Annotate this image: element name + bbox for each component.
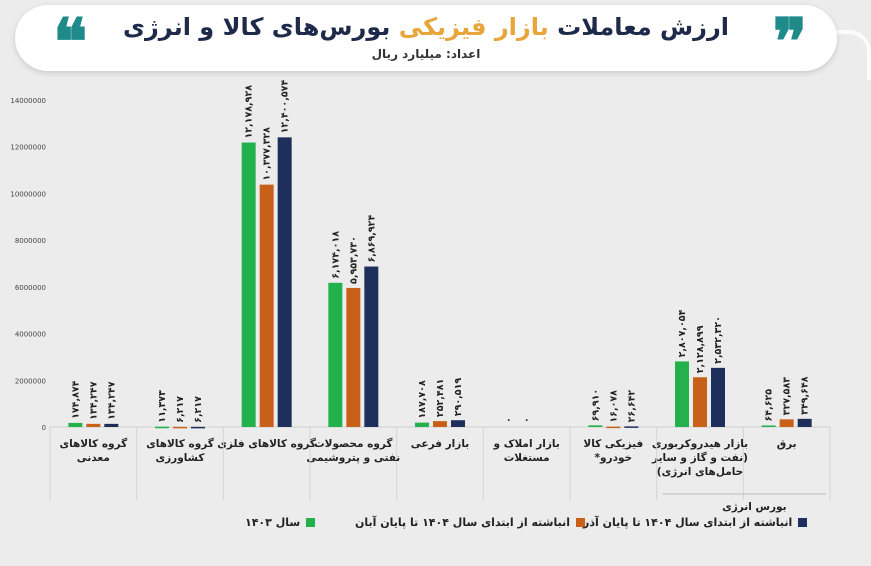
- title-banner: ارزش معاملات بازار فیزیکی بورس‌های کالا …: [15, 5, 837, 75]
- bar: [606, 426, 621, 429]
- data-label: ۳۴۹,۶۴۸: [800, 376, 811, 415]
- unit-label: اعداد: میلیارد ریال: [371, 47, 481, 61]
- data-label: ۱۷۴,۸۷۴: [70, 380, 81, 419]
- y-tick-label: 2000000: [15, 377, 46, 385]
- bar: [191, 426, 205, 429]
- category-label: گروه کالاهای: [59, 437, 128, 450]
- title-part-1: ارزش معاملات: [557, 13, 730, 41]
- legend-swatch-aban: [575, 518, 585, 527]
- y-tick-label: 10000000: [10, 190, 46, 198]
- data-label: ۱۲,۱۷۸,۹۲۸: [244, 85, 255, 139]
- y-tick-label: 4000000: [15, 331, 46, 339]
- data-label: ۶۹,۹۱۰: [590, 389, 601, 422]
- y-tick-label: 12000000: [10, 144, 46, 152]
- category-label: گروه کالاهای: [146, 437, 215, 450]
- bar: [693, 377, 707, 427]
- data-label: ۵,۹۵۳,۷۳۰: [348, 236, 359, 284]
- category-label: (نفت و گاز و سایر: [651, 451, 748, 464]
- category-label: کشاورزی: [156, 452, 206, 464]
- legend-swatch-azar: [798, 518, 808, 527]
- legend-swatch-1403: [306, 518, 316, 527]
- bar: [259, 184, 274, 427]
- category-label: گروه کالاهای فلزی: [217, 437, 317, 450]
- data-label: ۲,۱۲۸,۸۹۹: [695, 325, 706, 373]
- category-label: فیزیکی کالا: [583, 438, 643, 450]
- bar: [624, 426, 639, 428]
- bar: [797, 418, 812, 427]
- group-label: بورس انرژی: [722, 501, 787, 513]
- corner-decoration: [807, 30, 871, 80]
- category-label: گروه محصولات: [314, 437, 393, 450]
- data-label: ۲۵۲,۴۸۱: [435, 379, 446, 417]
- bar: [779, 419, 794, 427]
- category-label: مستغلات: [504, 452, 550, 464]
- title-part-2: بورس‌های کالا و انرژی: [122, 13, 391, 41]
- bar: [346, 287, 361, 427]
- bar: [68, 422, 83, 427]
- data-label: ۲۶,۶۴۲: [626, 390, 637, 423]
- quote-close-icon: ❝: [53, 5, 88, 80]
- data-label: ۶,۲۱۷: [193, 396, 204, 423]
- legend-label-azar: انباشته از ابتدای سال ۱۴۰۴ تا پایان آذر: [583, 516, 793, 529]
- quote-open-icon: ❞: [772, 5, 807, 80]
- data-label: ۲۹۰,۵۱۹: [453, 378, 464, 417]
- bar: [675, 361, 689, 427]
- bar: [86, 423, 101, 427]
- legend-label-1403: سال ۱۴۰۳: [245, 516, 301, 529]
- data-label: ۰: [522, 417, 533, 423]
- bar: [761, 425, 776, 427]
- bar: [451, 420, 465, 427]
- bar: [588, 425, 603, 427]
- bar: [104, 423, 119, 427]
- data-label: ۲,۸۰۷,۰۵۴: [677, 309, 688, 357]
- y-tick-label: 0: [42, 424, 46, 432]
- legend-item-aban: انباشته از ابتدای سال ۱۴۰۴ تا پایان آبان: [355, 516, 585, 529]
- data-label: ۱۶,۰۷۸: [608, 390, 619, 423]
- bar: [155, 426, 169, 429]
- bar: [328, 282, 343, 427]
- category-label: بازار املاک و: [493, 438, 560, 450]
- category-label: معدنی: [77, 452, 110, 464]
- bar: [173, 426, 187, 429]
- category-label: برق: [777, 438, 797, 450]
- legend-item-azar: انباشته از ابتدای سال ۱۴۰۴ تا پایان آذر: [583, 516, 808, 529]
- y-tick-label: 6000000: [15, 284, 46, 292]
- data-label: ۱۰,۳۷۷,۳۲۸: [262, 127, 273, 181]
- bar: [711, 367, 725, 427]
- y-tick-label: 14000000: [10, 97, 46, 105]
- data-label: ۱۲,۴۰۰,۵۷۴: [280, 80, 291, 134]
- bar: [415, 422, 429, 427]
- category-label: بازار فرعی: [411, 438, 469, 450]
- bar: [433, 421, 447, 427]
- data-label: ۶,۸۶۹,۹۲۴: [366, 215, 377, 263]
- category-label: بازار هیدروکربوری: [652, 438, 748, 450]
- data-label: ۰: [504, 417, 515, 423]
- y-tick-label: 8000000: [15, 237, 46, 245]
- data-label: ۲,۵۳۲,۳۲۰: [713, 316, 724, 364]
- data-label: ۳۲۷,۵۸۳: [782, 377, 793, 416]
- data-label: ۶,۱۷۴,۰۱۸: [330, 231, 341, 279]
- bar: [277, 137, 292, 427]
- title-highlight: بازار فیزیکی: [398, 13, 549, 41]
- data-label: ۶,۲۱۷: [175, 396, 186, 423]
- category-label: حامل‌های انرژی): [657, 466, 743, 478]
- legend-item-1403: سال ۱۴۰۳: [245, 516, 316, 529]
- data-label: ۱۸۷,۷۰۸: [417, 380, 428, 419]
- bar: [241, 142, 256, 427]
- legend-label-aban: انباشته از ابتدای سال ۱۴۰۴ تا پایان آبان: [355, 516, 570, 529]
- bar: [364, 266, 379, 427]
- data-label: ۱۳۴,۲۴۷: [106, 381, 117, 420]
- data-label: ۱۳۴,۲۴۷: [88, 381, 99, 420]
- category-label: نفتی و پتروشیمی: [306, 452, 400, 464]
- chart-title: ارزش معاملات بازار فیزیکی بورس‌های کالا …: [15, 13, 837, 41]
- category-label: خودرو*: [595, 452, 633, 464]
- data-label: ۶۴,۶۲۵: [764, 389, 775, 422]
- data-label: ۱۱,۳۷۳: [157, 390, 168, 423]
